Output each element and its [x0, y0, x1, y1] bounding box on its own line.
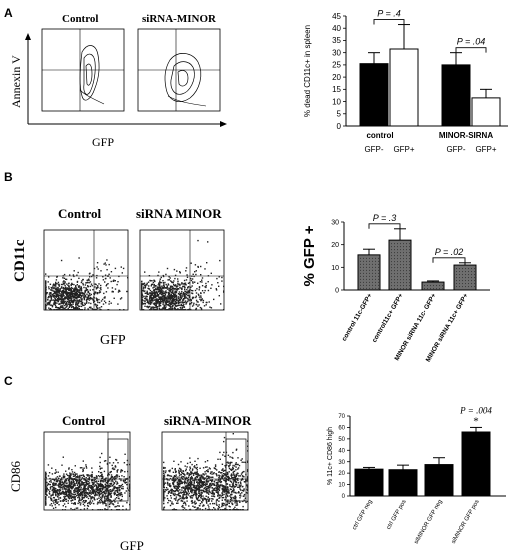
bar-2	[424, 464, 454, 497]
group-label: control	[366, 131, 393, 140]
y-tick-label: 30	[331, 219, 339, 226]
bar-3	[471, 97, 501, 127]
significance-bracket	[455, 47, 487, 53]
significance-star: *	[473, 415, 479, 427]
p-value-label: P = .04	[457, 37, 485, 47]
bar-0	[354, 468, 384, 497]
flow-xlabel-a: GFP	[92, 135, 114, 149]
y-tick-label: 35	[332, 36, 341, 45]
y-tick-label: 40	[338, 448, 345, 454]
significance-bracket	[373, 19, 405, 25]
flow-title-b-control: Control	[58, 206, 101, 221]
y-tick-label: 30	[338, 460, 345, 466]
y-tick-label: 10	[332, 97, 341, 106]
flow-title-b-sirna: siRNA MINOR	[136, 206, 222, 221]
y-tick-label: 25	[332, 61, 341, 70]
panel-letter-c: C	[4, 374, 13, 388]
panel-letter-b: B	[4, 170, 13, 184]
y-tick-label: 40	[332, 24, 341, 33]
y-tick-label: 15	[332, 85, 341, 94]
bar-chart-b: 0 10 20 30 % GFP + P = .3 P = .02 control 11c-G…	[301, 213, 490, 363]
category-label: siMINOR GFP neg	[414, 499, 444, 545]
significance-bracket	[432, 257, 466, 263]
group-label: MINOR-SIRNA	[439, 131, 493, 140]
y-tick-label: 20	[338, 471, 345, 477]
y-tick-label: 20	[332, 73, 341, 82]
y-tick-label: 0	[335, 287, 339, 294]
category-label: siMINOR GFP pos	[451, 499, 481, 545]
category-label: control11c+ GFP+	[371, 292, 405, 344]
flow-xlabel-c: GFP	[120, 538, 144, 553]
y-tick-label: 45	[332, 12, 341, 21]
bar-chart-c: 0 10 20 30 40 50 60 70 % 11c+ CD86 high P = .004*…	[327, 405, 506, 545]
category-label: GFP+	[475, 145, 496, 154]
category-label: GFP+	[393, 145, 414, 154]
p-value-label: P = .004	[459, 405, 492, 415]
y-tick-label: 5	[337, 110, 342, 119]
p-value-label: P = .4	[377, 9, 400, 19]
y-tick-label: 30	[332, 48, 341, 57]
flow-panel-c: Control siRNA-MINOR CD86 GFP	[8, 413, 252, 553]
bar-1	[388, 469, 418, 497]
category-label: GFP-	[364, 145, 383, 154]
y-tick-label: 70	[338, 414, 345, 420]
category-label: ctrl GFP neg	[352, 499, 374, 531]
category-label: ctrl GFP pos	[386, 499, 408, 531]
y-axis-label: % dead CD11c+ in spleen	[303, 25, 312, 117]
bar-2	[441, 64, 471, 127]
y-axis-label: % 11c+ CD86 high	[327, 427, 334, 485]
y-tick-label: 50	[338, 437, 345, 443]
significance-bracket	[368, 223, 401, 229]
flow-panel-b: Control siRNA MINOR CD11c GFP	[12, 206, 225, 348]
panel-letter-a: A	[4, 6, 13, 20]
flow-title-a-control: Control	[62, 13, 98, 25]
bar-1	[389, 48, 419, 127]
y-axis-label: % GFP +	[301, 225, 318, 286]
p-value-label: P = .3	[373, 213, 396, 223]
flow-ylabel-c: CD86	[8, 460, 23, 492]
y-tick-label: 10	[331, 265, 339, 272]
flow-ylabel-b: CD11c	[12, 239, 28, 282]
flow-title-c-sirna: siRNA-MINOR	[164, 413, 252, 428]
flow-title-a-sirna: siRNA-MINOR	[142, 13, 217, 25]
bar-0	[359, 63, 389, 127]
flow-plot-b-control	[43, 229, 129, 311]
p-value-label: P = .02	[435, 247, 463, 257]
y-tick-label: 60	[338, 426, 345, 432]
bar-3	[461, 431, 491, 497]
category-label: control 11c-GFP+	[341, 292, 374, 342]
y-tick-label: 10	[338, 483, 345, 489]
flow-ylabel-a: Annexin V	[9, 55, 23, 108]
y-tick-label: 20	[331, 242, 339, 249]
category-label: GFP-	[446, 145, 465, 154]
y-tick-label: 0	[337, 122, 342, 131]
flow-title-c-control: Control	[62, 413, 105, 428]
bar-0	[357, 254, 381, 291]
y-tick-label: 0	[342, 494, 346, 500]
flow-xlabel-b: GFP	[100, 333, 126, 348]
flow-panel-a: Control siRNA-MINOR Annexin V GFP	[9, 13, 227, 149]
bar-chart-a: 0 5 10 15 20 25 30 35 40 45 % dead CD11c+ in splee…	[303, 9, 508, 154]
